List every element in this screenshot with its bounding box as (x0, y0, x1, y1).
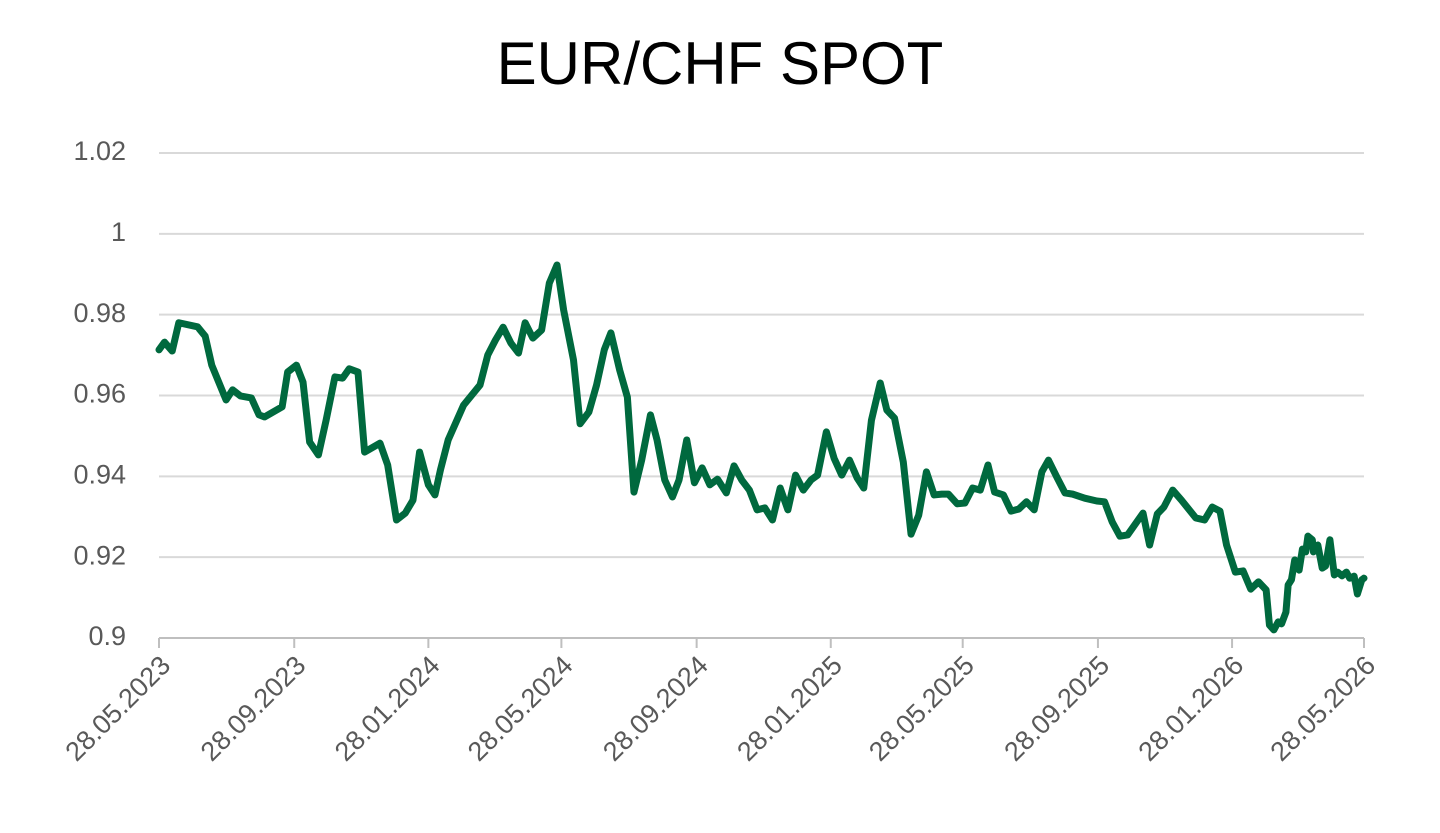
y-tick-label: 0.98 (73, 298, 126, 328)
x-tick-label: 28.05.2024 (462, 650, 579, 767)
x-tick-label: 28.09.2024 (597, 650, 714, 767)
x-tick-label: 28.09.2023 (195, 650, 312, 767)
x-tick-label: 28.05.2023 (60, 650, 177, 767)
y-tick-label: 0.96 (73, 379, 126, 409)
y-tick-label: 1 (111, 217, 126, 247)
y-tick-label: 0.92 (73, 540, 126, 570)
y-tick-label: 0.9 (88, 621, 126, 651)
series-line (155, 261, 1368, 634)
x-tick-label: 28.05.2025 (863, 650, 980, 767)
x-tick-label: 28.05.2026 (1265, 650, 1382, 767)
y-tick-label: 0.94 (73, 459, 126, 489)
x-tick-label: 28.01.2026 (1133, 650, 1250, 767)
x-tick-label: 28.01.2025 (731, 650, 848, 767)
chart-title: EUR/CHF SPOT (497, 30, 944, 97)
y-tick-label: 1.02 (73, 136, 126, 166)
x-tick-label: 28.01.2024 (329, 650, 446, 767)
x-tick-label: 28.09.2025 (998, 650, 1115, 767)
